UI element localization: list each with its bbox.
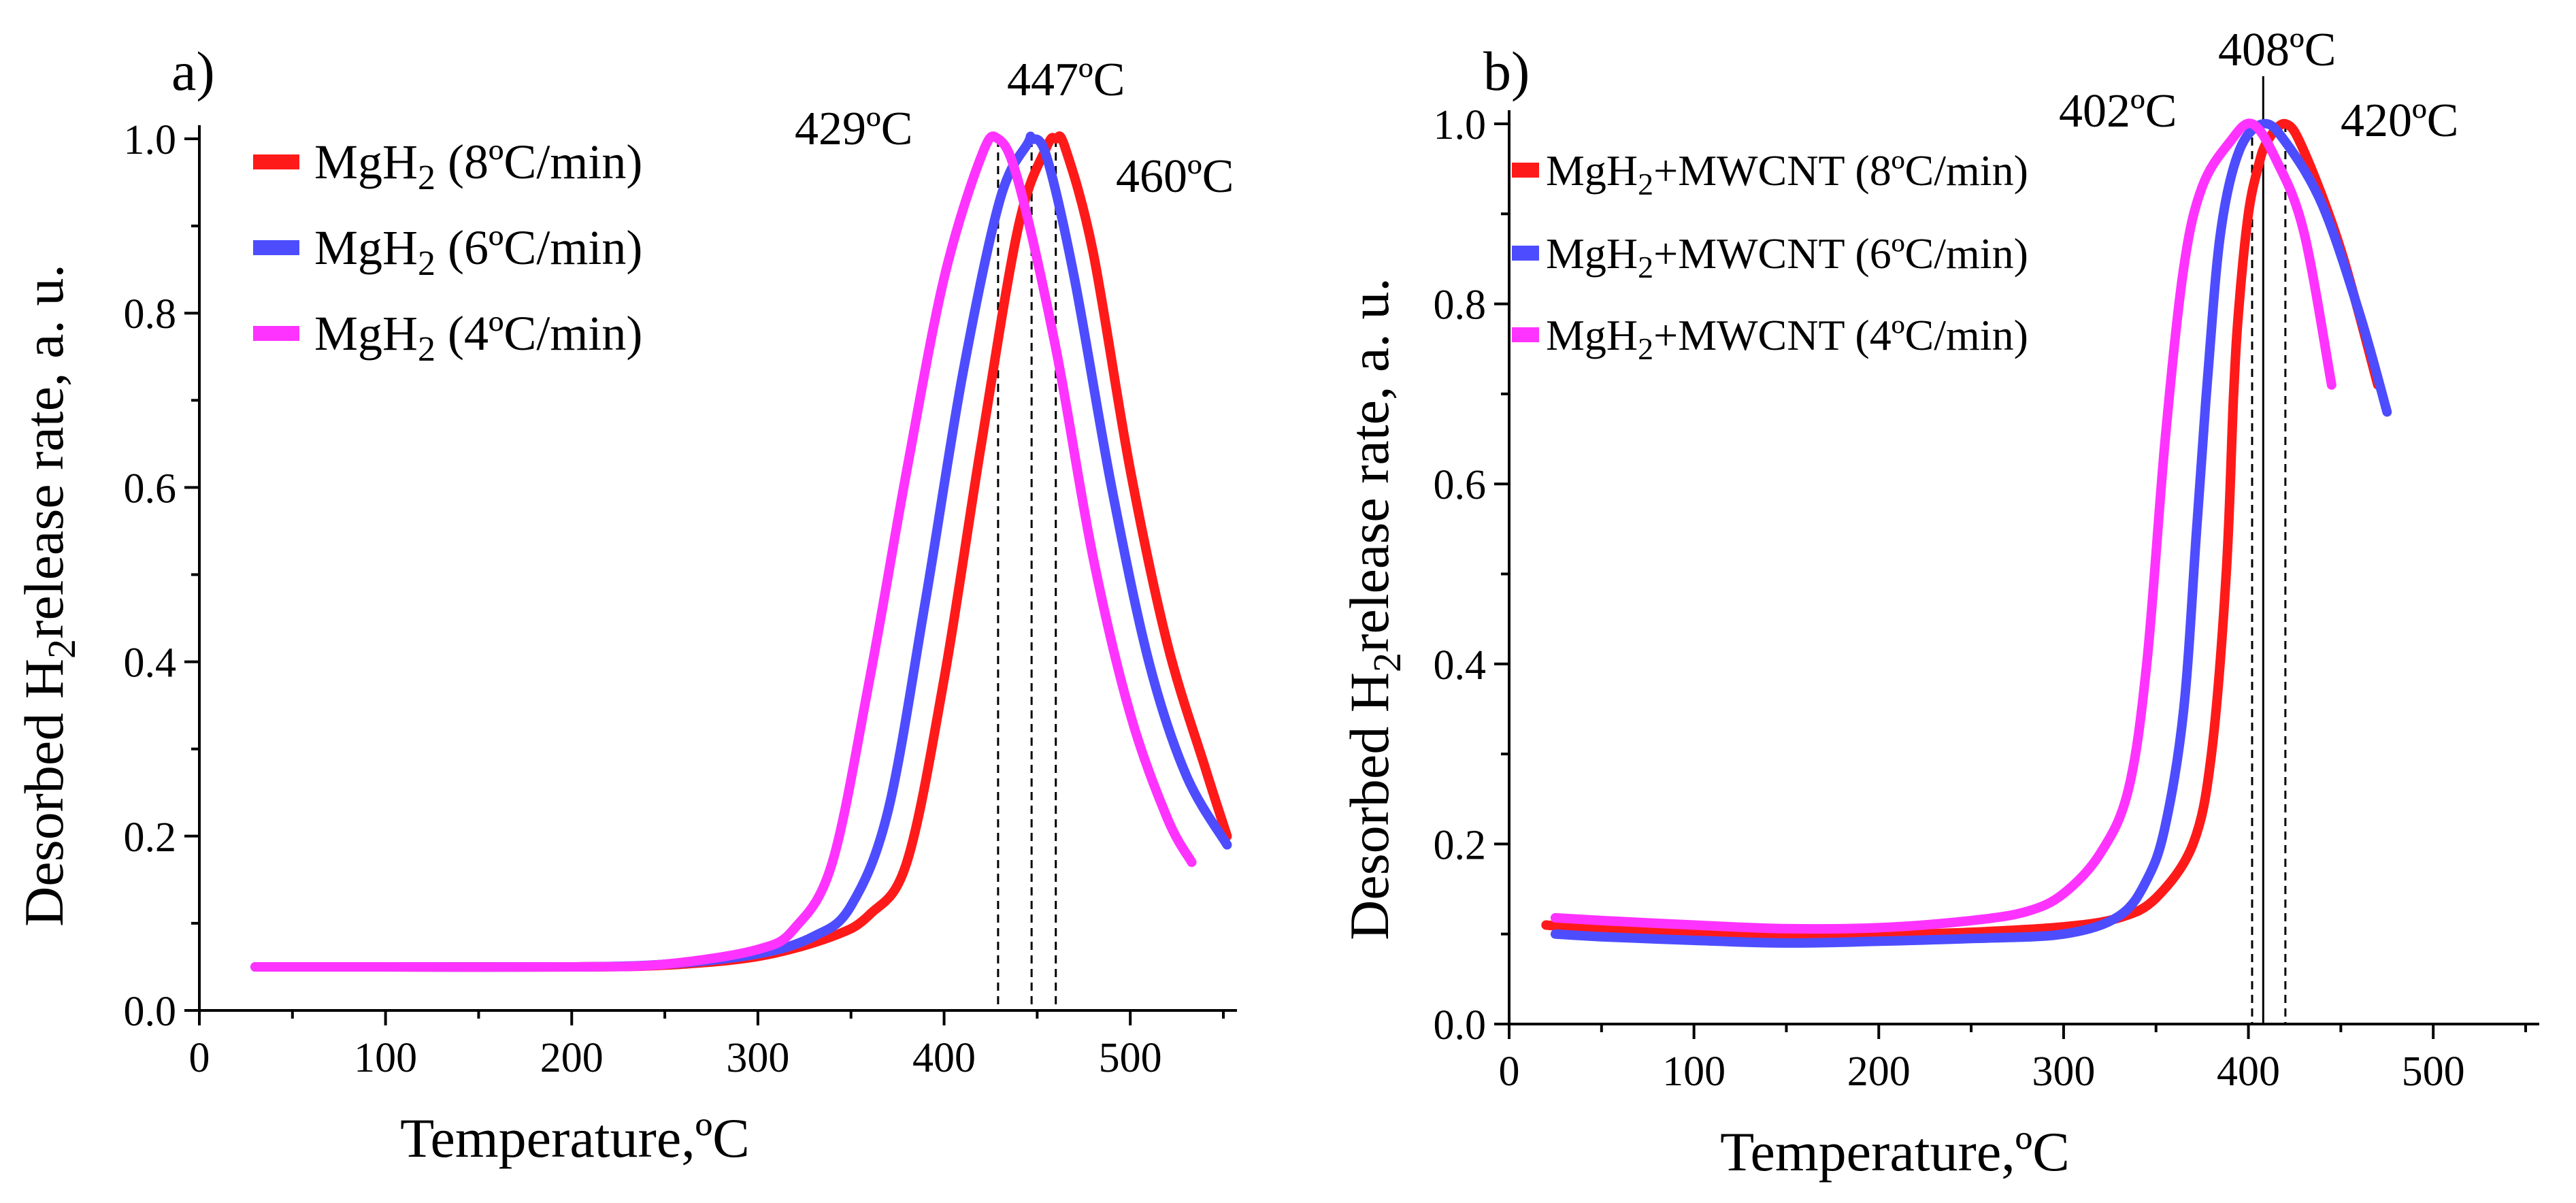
panel-b-peak-label-6: 408ºC [2218,24,2336,76]
panel-b-x-axis-title: Temperature,ºC [1720,1121,2070,1183]
panel-b-legend: MgH2+MWCNT (8ºC/min) MgH2+MWCNT (6ºC/min… [1512,146,2028,366]
panel-b-peak-guides [2251,76,2287,1024]
x-tick-label: 200 [540,1035,604,1081]
y-tick-label: 0.6 [1434,462,1487,508]
x-tick-label: 0 [1499,1049,1520,1095]
panel-a-legend-item-4: MgH2 (4ºC/min) [253,306,642,369]
panel-a-legend-item-6: MgH2 (6ºC/min) [253,220,642,283]
panel-a-peak-label-4: 429ºC [795,103,912,155]
y-tick-label: 0.8 [124,291,177,337]
panel-b-peak-label-8: 420ºC [2341,95,2458,147]
panel-a-label: a) [171,40,215,102]
series-line-6 [1550,118,2392,948]
panel-a-curves [250,131,1232,972]
legend-label: MgH2+MWCNT (8ºC/min) [1546,146,2028,201]
y-tick-label: 0.4 [124,640,177,687]
x-tick-label: 100 [354,1035,417,1081]
x-tick-label: 200 [1847,1049,1911,1095]
panel-b-axes: 0 100 200 300 400 500 0.0 0.2 0.4 0.6 0.8 1.0 [1434,102,2539,1095]
panel-b-y-axis-title: Desorbed H2release rate, a. u. [1338,278,1409,940]
panel-b-peak-label-4: 402ºC [2059,85,2177,137]
panel-a-axes: 0 100 200 300 400 500 0.0 0.2 0.4 0.6 0.8 1.0 [124,117,1237,1081]
y-tick-label: 0.8 [1434,282,1487,329]
panel-b: 0 100 200 300 400 500 0.0 0.2 0.4 0.6 0.8 1.0 b) Te… [1338,24,2539,1183]
panel-a-legend: MgH2 (8ºC/min) MgH2 (6ºC/min) MgH2 (4ºC/… [253,135,642,369]
y-tick-label: 0.2 [124,814,177,861]
y-tick-label: 1.0 [1434,102,1487,148]
panel-b-legend-item-4: MgH2+MWCNT (4ºC/min) [1512,311,2028,366]
y-tick-label: 0.2 [1434,822,1487,868]
panel-a: 0 100 200 300 400 500 0.0 0.2 0.4 0.6 0.8 1.0 a) Te… [13,40,1237,1169]
panel-b-curves [1541,118,2392,948]
y-tick-label: 1.0 [124,117,177,163]
y-tick-label: 0.0 [124,989,177,1035]
y-tick-label: 0.0 [1434,1002,1487,1049]
legend-label: MgH2+MWCNT (4ºC/min) [1546,311,2028,366]
x-tick-label: 300 [726,1035,789,1081]
legend-label: MgH2 (4ºC/min) [314,306,642,369]
panel-a-legend-item-8: MgH2 (8ºC/min) [253,135,642,197]
series-line-8 [1541,118,2383,941]
panel-a-peak-guides [997,139,1057,1010]
x-tick-label: 400 [912,1035,976,1081]
panel-b-legend-item-8: MgH2+MWCNT (8ºC/min) [1512,146,2028,201]
legend-label: MgH2+MWCNT (6ºC/min) [1546,229,2028,284]
x-tick-label: 400 [2217,1049,2280,1095]
panel-b-label: b) [1483,40,1530,102]
panel-a-x-axis-title: Temperature,ºC [400,1107,750,1169]
y-tick-label: 0.4 [1434,642,1487,689]
panel-a-peak-label-6: 447ºC [1007,54,1125,106]
legend-label: MgH2 (6ºC/min) [314,220,642,283]
series-line-4 [1550,118,2336,934]
x-tick-label: 500 [2402,1049,2465,1095]
x-tick-label: 500 [1099,1035,1162,1081]
x-tick-label: 100 [1662,1049,1725,1095]
panel-b-legend-item-6: MgH2+MWCNT (6ºC/min) [1512,229,2028,284]
panel-a-y-axis-title: Desorbed H2release rate, a. u. [13,264,84,927]
series-line-4 [250,131,1197,972]
x-tick-label: 300 [2032,1049,2095,1095]
panel-a-peak-label-8: 460ºC [1116,150,1234,203]
legend-label: MgH2 (8ºC/min) [314,135,642,197]
y-tick-label: 0.6 [124,465,177,512]
x-tick-label: 0 [189,1035,210,1081]
